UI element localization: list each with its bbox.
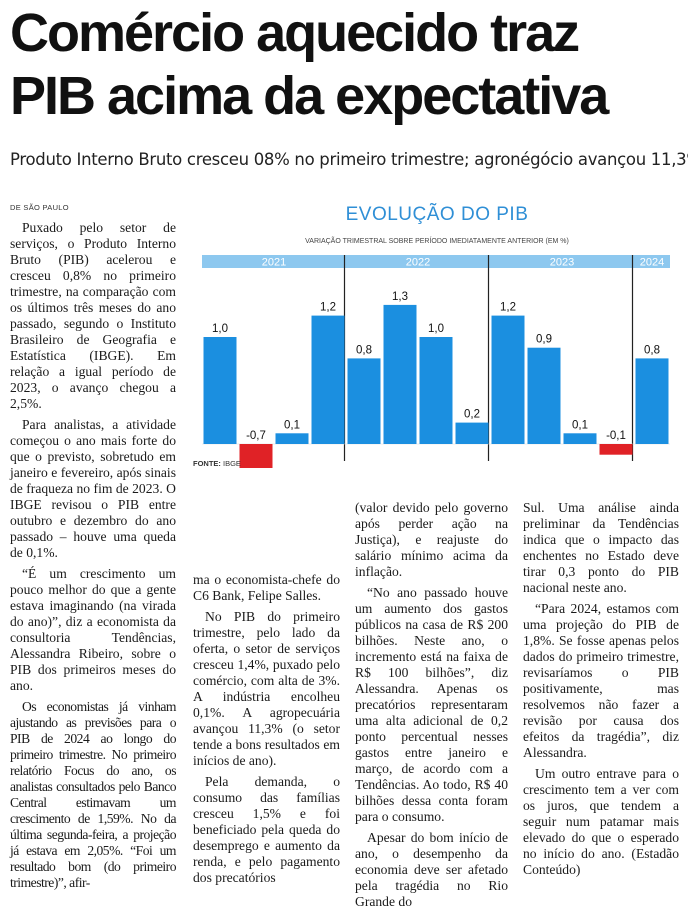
paragraph: (valor devido pelo governo após perder a… <box>355 500 508 579</box>
year-band <box>346 255 490 268</box>
article-column-2: ma o economista-chefe do C6 Bank, Felipe… <box>193 572 340 891</box>
paragraph: Apesar do bom início de ano, o desempenh… <box>355 830 508 909</box>
paragraph: ma o economista-chefe do C6 Bank, Felipe… <box>193 572 340 603</box>
bar <box>239 444 273 468</box>
bar <box>275 433 309 444</box>
bar <box>491 315 525 444</box>
data-label: 1,3 <box>392 291 408 303</box>
bar <box>419 337 453 444</box>
data-label: 1,0 <box>212 323 228 335</box>
bar <box>563 433 597 444</box>
year-label: 2023 <box>550 257 574 269</box>
bar <box>635 358 669 444</box>
source-label: FONTE: <box>193 459 221 468</box>
headline-line-1: Comércio aquecido traz <box>10 3 580 63</box>
dateline: DE SÃO PAULO <box>10 203 69 212</box>
data-label: 0,1 <box>284 419 300 431</box>
deck: Produto Interno Bruto cresceu 08% no pri… <box>10 150 688 169</box>
paragraph: “Para 2024, estamos com uma projeção do … <box>523 601 679 760</box>
paragraph: Para analistas, a atividade começou o an… <box>10 417 176 560</box>
chart-plot: 2021 2022 2023 2024 1,0 -0,7 0,1 1,2 0,8 1,3 1,0 0,… <box>202 255 670 468</box>
bar <box>599 444 633 455</box>
paragraph: Sul. Uma análise ainda preliminar da Ten… <box>523 500 679 595</box>
bar <box>455 422 489 444</box>
year-band <box>202 255 346 268</box>
bar <box>347 358 381 444</box>
data-label: -0,7 <box>246 430 266 442</box>
chart-subtitle: VARIAÇÃO TRIMESTRAL SOBRE PERÍODO IMEDIA… <box>305 238 569 245</box>
year-label: 2021 <box>262 257 286 269</box>
year-label: 2024 <box>640 257 664 269</box>
article-column-1: DE SÃO PAULO Puxado pelo setor de serviç… <box>10 200 177 896</box>
year-band <box>490 255 634 268</box>
data-label: 0,2 <box>464 409 480 421</box>
bar <box>203 337 237 444</box>
paragraph: Um outro entrave para o crescimento tem … <box>523 766 679 877</box>
bar <box>311 315 345 444</box>
gdp-chart: EVOLUÇÃO DO PIB VARIAÇÃO TRIMESTRAL SOBR… <box>193 198 681 498</box>
paragraph: “É um crescimento um pouco melhor do que… <box>10 566 176 693</box>
headline: Comércio aquecido traz PIB acima da expe… <box>10 2 680 128</box>
bar <box>383 304 417 444</box>
paragraph: No PIB do primeiro trimestre, pelo lado … <box>193 609 340 768</box>
source-value: IBGE <box>223 459 241 468</box>
data-label: -0,1 <box>606 430 626 442</box>
article-column-3: (valor devido pelo governo após perder a… <box>355 500 508 915</box>
data-label: 1,2 <box>320 302 336 314</box>
headline-line-2: PIB acima da expectativa <box>10 66 609 126</box>
year-label: 2022 <box>406 257 430 269</box>
paragraph: “No ano passado houve um aumento dos gas… <box>355 585 508 824</box>
paragraph: Pela demanda, o consumo das famílias cre… <box>193 774 340 885</box>
paragraph: Puxado pelo setor de serviços, o Produto… <box>10 220 176 411</box>
chart-title: EVOLUÇÃO DO PIB <box>345 204 529 225</box>
data-label: 0,8 <box>644 344 660 356</box>
year-band <box>634 255 670 268</box>
chart-source: FONTE: IBGE <box>193 459 241 468</box>
data-label: 1,0 <box>428 323 444 335</box>
article-column-4: Sul. Uma análise ainda preliminar da Ten… <box>523 500 679 883</box>
data-label: 0,9 <box>536 334 552 346</box>
data-label: 1,2 <box>500 302 516 314</box>
paragraph: Os economistas já vinham ajustando as pr… <box>10 699 177 890</box>
bar <box>527 347 561 444</box>
data-label: 0,1 <box>572 419 588 431</box>
data-label: 0,8 <box>356 344 372 356</box>
